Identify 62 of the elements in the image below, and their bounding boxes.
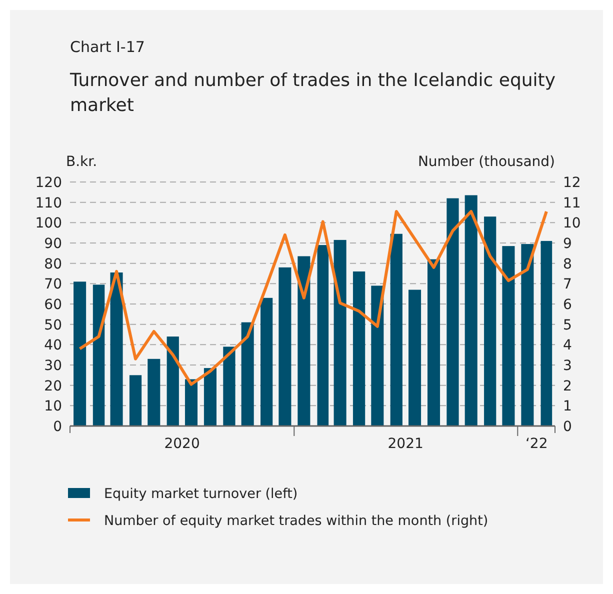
bar bbox=[371, 286, 384, 426]
chart-subtitle: Chart I-17 bbox=[70, 38, 145, 56]
bar bbox=[427, 259, 440, 426]
x-tick-label: 2021 bbox=[388, 436, 424, 452]
y-tick-label: 0 bbox=[53, 419, 62, 435]
bar bbox=[502, 246, 515, 426]
bar bbox=[110, 272, 123, 426]
bar bbox=[446, 198, 459, 426]
bar bbox=[521, 244, 534, 426]
bar bbox=[223, 346, 236, 426]
y2-tick-label: 2 bbox=[563, 378, 572, 394]
bar bbox=[390, 234, 402, 426]
y2-tick-label: 9 bbox=[563, 236, 572, 252]
bar bbox=[408, 290, 422, 426]
y-tick-label: 10 bbox=[44, 398, 62, 415]
y2-tick-label: 11 bbox=[563, 195, 581, 212]
x-tick-label: 2020 bbox=[164, 436, 200, 452]
y2-tick-label: 12 bbox=[563, 175, 581, 191]
legend-label: Number of equity market trades within the month (right) bbox=[104, 513, 488, 529]
bar bbox=[184, 379, 198, 426]
y-tick-label: 60 bbox=[44, 297, 62, 313]
y-tick-label: 30 bbox=[44, 358, 62, 374]
y2-tick-label: 10 bbox=[563, 216, 581, 232]
bar bbox=[92, 284, 105, 426]
legend-label: Equity market turnover (left) bbox=[104, 486, 298, 502]
y-tick-label: 90 bbox=[44, 236, 62, 252]
bar bbox=[317, 245, 329, 426]
y-tick-label: 100 bbox=[35, 216, 62, 232]
bar bbox=[166, 336, 179, 426]
bar bbox=[298, 256, 310, 426]
y-tick-label: 20 bbox=[44, 378, 62, 394]
bar bbox=[74, 282, 86, 426]
y-tick-label: 70 bbox=[44, 276, 62, 293]
y2-axis-title: Number (thousand) bbox=[418, 154, 555, 170]
y-tick-label: 40 bbox=[44, 338, 62, 354]
y2-tick-label: 4 bbox=[563, 338, 572, 354]
bar bbox=[334, 240, 346, 426]
y-tick-label: 110 bbox=[35, 195, 62, 212]
y-tick-label: 80 bbox=[44, 256, 62, 272]
y2-tick-label: 5 bbox=[563, 317, 572, 334]
y2-tick-label: 0 bbox=[563, 419, 572, 435]
chart-title: Turnover and number of trades in the Icelandic equity market bbox=[69, 70, 556, 116]
y2-tick-label: 8 bbox=[563, 256, 572, 272]
bar bbox=[148, 358, 160, 426]
bar bbox=[352, 271, 366, 426]
bar bbox=[484, 216, 496, 426]
y-tick-label: 50 bbox=[44, 317, 62, 334]
y2-tick-label: 7 bbox=[563, 276, 572, 293]
bar bbox=[129, 375, 142, 426]
bar bbox=[241, 322, 254, 426]
y2-tick-label: 1 bbox=[563, 398, 572, 415]
x-tick-label: ‘22 bbox=[525, 436, 548, 452]
y2-tick-label: 3 bbox=[563, 358, 572, 374]
bar bbox=[260, 298, 273, 426]
bar bbox=[204, 368, 216, 426]
bar bbox=[278, 267, 292, 426]
bar bbox=[540, 240, 552, 426]
bar bbox=[464, 195, 478, 426]
line-series bbox=[78, 210, 548, 386]
y-axis-title: B.kr. bbox=[66, 154, 98, 170]
y-tick-label: 120 bbox=[35, 175, 62, 191]
y2-tick-label: 6 bbox=[563, 297, 572, 313]
